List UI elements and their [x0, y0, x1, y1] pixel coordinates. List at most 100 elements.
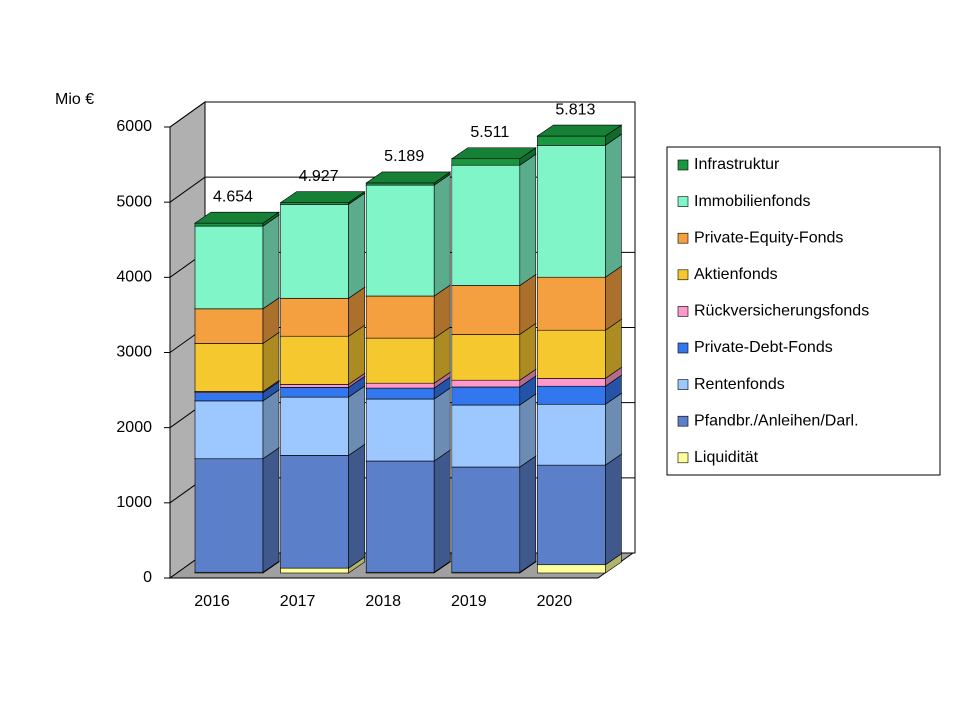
bar-top	[365, 171, 452, 184]
legend-swatch	[677, 452, 689, 464]
bar-segment	[451, 404, 521, 468]
bar-segment	[537, 276, 606, 331]
bar-segment	[280, 455, 349, 569]
legend-swatch	[677, 379, 689, 390]
bar-segment	[451, 466, 521, 573]
bar-side	[605, 392, 622, 466]
legend-label: Liquidität	[694, 449, 759, 466]
bar-segment	[537, 145, 606, 278]
legend-swatch	[677, 196, 689, 207]
bar-side	[605, 453, 622, 566]
bar-segment	[537, 564, 606, 574]
bar-segment	[280, 335, 349, 385]
bar-segment	[194, 400, 264, 460]
bar-segment	[451, 334, 521, 381]
legend-swatch	[677, 159, 689, 171]
bar-segment	[194, 225, 264, 310]
grid-line	[169, 176, 206, 203]
bar-side	[262, 389, 280, 460]
legend-label: Pfandbr./Anleihen/Darl.	[694, 412, 859, 429]
bar-segment	[365, 382, 435, 389]
bar-segment	[194, 343, 264, 392]
legend-swatch	[677, 415, 689, 427]
total-label: 5.511	[470, 124, 509, 141]
bar-segment	[194, 222, 264, 227]
bar-top	[450, 147, 537, 160]
x-tick-label: 2017	[280, 593, 316, 610]
bar-segment	[365, 337, 435, 384]
bar-side	[519, 153, 537, 287]
x-tick-label: 2019	[451, 593, 487, 610]
bar-side	[433, 387, 451, 462]
bar-top	[279, 191, 366, 203]
legend-label: Private-Equity-Fonds	[694, 229, 843, 246]
bar-segment	[537, 135, 606, 146]
total-label: 5.189	[384, 148, 424, 165]
legend-label: Aktienfonds	[694, 266, 778, 283]
bar-side	[348, 385, 365, 456]
bar-segment	[194, 308, 264, 344]
bar-segment	[365, 182, 435, 186]
bar-segment	[280, 567, 349, 574]
y-tick-label: 2000	[116, 419, 152, 436]
y-tick-label: 1000	[116, 494, 152, 511]
bar-segment	[280, 387, 349, 398]
bar-segment	[451, 285, 521, 335]
legend-swatch	[677, 269, 689, 281]
total-label: 4.654	[213, 188, 253, 205]
bar-segment	[537, 385, 606, 405]
legend-label: Private-Debt-Fonds	[694, 339, 833, 356]
bar-segment	[280, 204, 349, 299]
y-axis-label: Mio €	[55, 91, 94, 108]
legend-swatch	[677, 232, 689, 244]
bar-segment	[280, 384, 349, 388]
bar-segment	[365, 387, 435, 400]
bar-segment	[365, 460, 435, 573]
y-tick-label: 0	[143, 569, 152, 586]
bar-segment	[537, 464, 606, 566]
bar-segment	[537, 329, 606, 379]
bar-segment	[194, 392, 264, 402]
bar-segment	[365, 184, 435, 297]
bar-top	[536, 124, 623, 137]
bar-segment	[451, 158, 521, 166]
grid-line	[169, 101, 206, 128]
bar-side	[433, 173, 451, 297]
legend-swatch	[677, 306, 689, 317]
bar-side	[348, 192, 365, 299]
total-label: 4.927	[299, 168, 339, 185]
bar-segment	[451, 379, 521, 388]
bar-segment	[280, 297, 349, 337]
bar-segment	[194, 458, 264, 573]
total-label: 5.813	[555, 101, 595, 118]
bar-side	[348, 443, 365, 569]
legend	[666, 146, 941, 476]
bar-side	[519, 393, 537, 468]
legend-label: Infrastruktur	[694, 156, 780, 173]
bar-segment	[280, 396, 349, 456]
bar-segment	[365, 398, 435, 462]
legend-label: Rückversicherungsfonds	[694, 303, 869, 320]
legend-swatch	[677, 342, 689, 354]
legend-label: Rentenfonds	[694, 376, 785, 393]
y-tick-label: 4000	[116, 269, 152, 286]
bar-side	[262, 447, 280, 573]
x-tick-label: 2016	[194, 593, 230, 610]
bar-side	[605, 133, 622, 278]
x-tick-label: 2018	[365, 593, 401, 610]
bar-segment	[451, 386, 521, 406]
bar-side	[433, 449, 451, 573]
x-tick-label: 2020	[537, 593, 573, 610]
legend-label: Immobilienfonds	[694, 193, 811, 210]
bar-segment	[537, 378, 606, 387]
bar-segment	[451, 164, 521, 286]
bar-side	[519, 455, 537, 573]
bar-segment	[365, 295, 435, 339]
y-tick-label: 5000	[116, 193, 152, 210]
bar-side	[262, 214, 280, 310]
y-tick-label: 6000	[116, 118, 152, 135]
bar-segment	[537, 403, 606, 466]
y-tick-label: 3000	[116, 344, 152, 361]
bar-top	[194, 211, 280, 224]
